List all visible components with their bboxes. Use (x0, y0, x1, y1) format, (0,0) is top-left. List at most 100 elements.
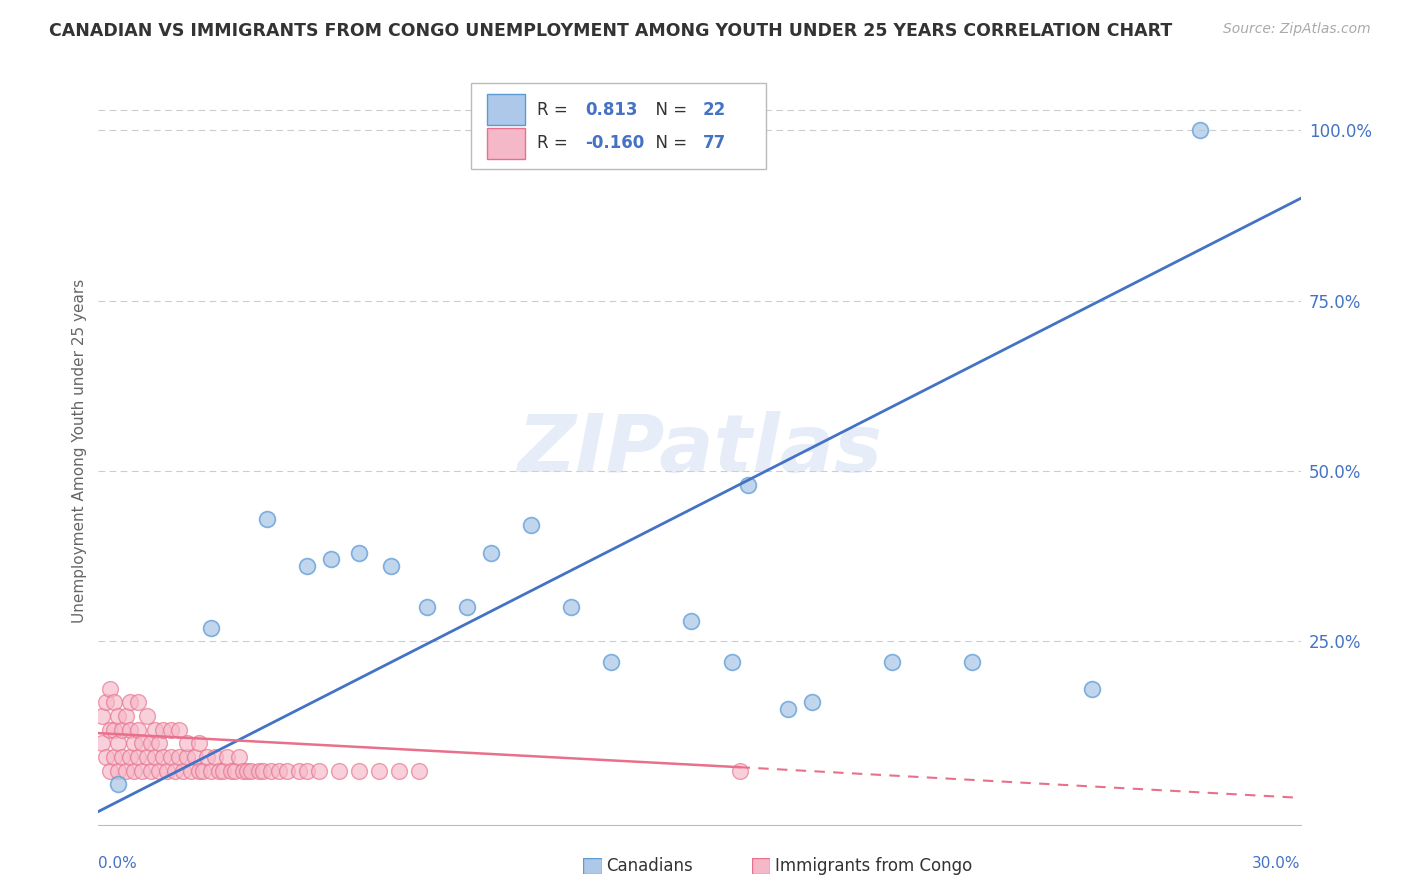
Point (107, 736, 129, 750)
Point (416, 600, 439, 615)
Point (200, 621, 222, 635)
Point (183, 750, 205, 764)
Point (91, 736, 114, 750)
Point (228, 750, 250, 764)
Point (128, 750, 150, 764)
Point (368, 764, 391, 778)
Point (135, 750, 157, 764)
Point (163, 764, 186, 778)
Point (219, 764, 242, 778)
Point (681, 614, 703, 628)
Point (120, 750, 142, 764)
Text: 22: 22 (703, 101, 727, 119)
Point (408, 764, 430, 778)
Point (111, 723, 134, 737)
Point (111, 750, 134, 764)
Point (239, 764, 262, 778)
Point (195, 750, 218, 764)
Point (288, 764, 311, 778)
Text: 0.0%: 0.0% (98, 855, 138, 871)
Point (103, 723, 125, 737)
Point (191, 764, 214, 778)
Point (260, 764, 283, 778)
Text: 30.0%: 30.0% (1253, 855, 1301, 871)
Point (143, 750, 166, 764)
Point (295, 764, 318, 778)
Point (215, 750, 238, 764)
Point (107, 709, 129, 723)
Point (100, 681, 122, 696)
Point (224, 764, 246, 778)
Point (256, 511, 278, 525)
Point (100, 764, 122, 778)
Point (1081, 681, 1104, 696)
Point (107, 764, 129, 778)
Point (172, 764, 194, 778)
Text: 0.813: 0.813 (585, 101, 638, 119)
Point (1189, 123, 1212, 137)
Point (347, 546, 370, 560)
Text: Immigrants from Congo: Immigrants from Congo (775, 857, 972, 875)
Point (91, 709, 114, 723)
Text: -0.160: -0.160 (585, 135, 644, 153)
Point (247, 764, 270, 778)
Text: N =: N = (645, 101, 693, 119)
Point (776, 702, 799, 716)
Point (128, 696, 150, 710)
Point (139, 764, 162, 778)
Point (120, 696, 142, 710)
Point (103, 696, 125, 710)
Point (96, 696, 118, 710)
Point (200, 764, 222, 778)
Point (204, 750, 226, 764)
Point (115, 764, 138, 778)
Point (276, 764, 298, 778)
Point (319, 552, 342, 566)
Point (180, 764, 202, 778)
FancyBboxPatch shape (486, 94, 526, 125)
Point (159, 750, 181, 764)
Point (520, 518, 543, 533)
Point (720, 655, 742, 669)
Y-axis label: Unemployment Among Youth under 25 years: Unemployment Among Youth under 25 years (72, 278, 87, 623)
Point (135, 709, 157, 723)
FancyBboxPatch shape (486, 128, 526, 159)
Text: Canadians: Canadians (606, 857, 693, 875)
Point (380, 559, 402, 574)
Point (800, 696, 823, 710)
Text: R =: R = (537, 135, 574, 153)
Point (187, 736, 209, 750)
Point (167, 750, 190, 764)
Text: R =: R = (537, 101, 574, 119)
Point (159, 723, 181, 737)
Point (120, 723, 142, 737)
Point (328, 764, 350, 778)
FancyBboxPatch shape (471, 83, 766, 169)
Text: Source: ZipAtlas.com: Source: ZipAtlas.com (1223, 22, 1371, 37)
Point (139, 736, 162, 750)
Point (115, 709, 138, 723)
Point (347, 764, 370, 778)
Point (167, 723, 190, 737)
Point (143, 723, 166, 737)
Point (560, 600, 582, 615)
Point (388, 764, 411, 778)
Point (308, 764, 330, 778)
Point (232, 764, 254, 778)
Point (128, 723, 150, 737)
Point (155, 764, 177, 778)
Point (124, 736, 146, 750)
Point (103, 750, 125, 764)
Point (107, 777, 129, 791)
Point (148, 736, 170, 750)
Point (131, 736, 153, 750)
Point (880, 655, 903, 669)
Text: CANADIAN VS IMMIGRANTS FROM CONGO UNEMPLOYMENT AMONG YOUTH UNDER 25 YEARS CORREL: CANADIAN VS IMMIGRANTS FROM CONGO UNEMPL… (49, 22, 1173, 40)
Point (176, 750, 198, 764)
Text: ZIPatlas: ZIPatlas (517, 411, 882, 490)
Point (187, 764, 209, 778)
Point (208, 764, 231, 778)
Point (152, 723, 174, 737)
Point (600, 655, 623, 669)
Point (131, 764, 153, 778)
